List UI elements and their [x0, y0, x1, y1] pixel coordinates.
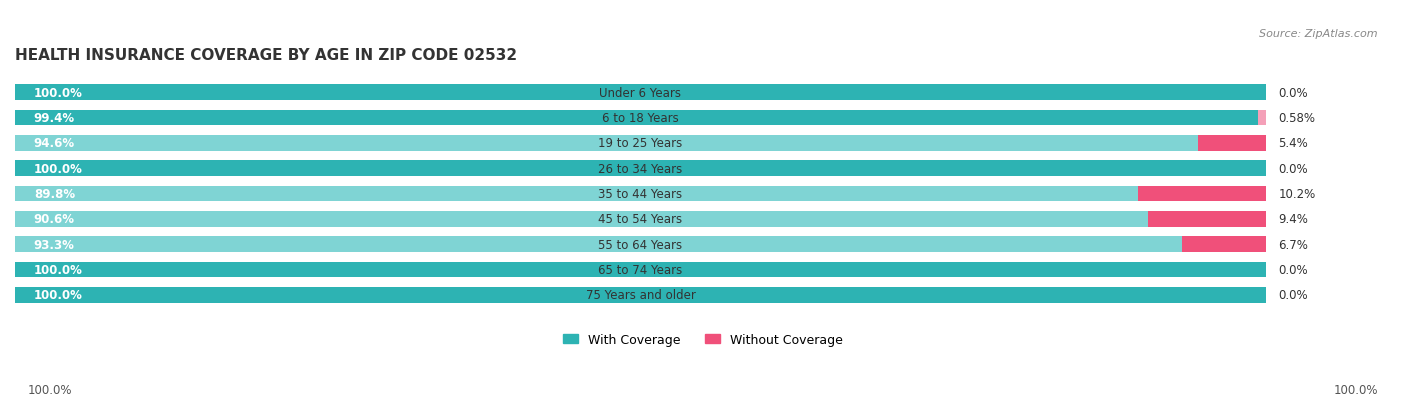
Bar — [15, 211, 1265, 227]
Text: 5.4%: 5.4% — [1278, 137, 1308, 150]
Text: 94.6%: 94.6% — [34, 137, 75, 150]
Bar — [1139, 186, 1265, 202]
Text: Under 6 Years: Under 6 Years — [599, 86, 682, 99]
Text: 100.0%: 100.0% — [34, 263, 83, 276]
Text: 10.2%: 10.2% — [1278, 188, 1316, 200]
Bar — [1182, 237, 1265, 252]
Text: 100.0%: 100.0% — [34, 162, 83, 175]
Bar — [15, 161, 1265, 176]
Text: 65 to 74 Years: 65 to 74 Years — [599, 263, 682, 276]
Text: 0.58%: 0.58% — [1278, 112, 1315, 125]
Text: 100.0%: 100.0% — [1333, 384, 1378, 396]
Bar — [15, 85, 1265, 101]
Bar — [15, 85, 1265, 101]
Text: 89.8%: 89.8% — [34, 188, 75, 200]
Text: 100.0%: 100.0% — [28, 384, 73, 396]
Text: 99.4%: 99.4% — [34, 112, 75, 125]
Bar — [1258, 110, 1265, 126]
Text: 6.7%: 6.7% — [1278, 238, 1309, 251]
Text: 93.3%: 93.3% — [34, 238, 75, 251]
Bar — [15, 211, 1149, 227]
Bar — [15, 262, 1265, 278]
Text: 0.0%: 0.0% — [1278, 263, 1308, 276]
Text: 0.0%: 0.0% — [1278, 162, 1308, 175]
Text: 100.0%: 100.0% — [34, 289, 83, 301]
Text: 100.0%: 100.0% — [34, 86, 83, 99]
Bar — [15, 237, 1182, 252]
Bar — [15, 186, 1265, 202]
Bar — [1149, 211, 1265, 227]
Bar — [15, 262, 1265, 278]
Bar — [15, 161, 1265, 176]
Text: 19 to 25 Years: 19 to 25 Years — [599, 137, 682, 150]
Text: 6 to 18 Years: 6 to 18 Years — [602, 112, 679, 125]
Bar — [15, 110, 1265, 126]
Text: 0.0%: 0.0% — [1278, 289, 1308, 301]
Legend: With Coverage, Without Coverage: With Coverage, Without Coverage — [558, 328, 848, 351]
Text: 45 to 54 Years: 45 to 54 Years — [599, 213, 682, 225]
Bar — [15, 287, 1265, 303]
Bar — [1198, 135, 1265, 151]
Bar — [15, 186, 1139, 202]
Text: HEALTH INSURANCE COVERAGE BY AGE IN ZIP CODE 02532: HEALTH INSURANCE COVERAGE BY AGE IN ZIP … — [15, 48, 517, 63]
Text: 0.0%: 0.0% — [1278, 86, 1308, 99]
Text: 26 to 34 Years: 26 to 34 Years — [599, 162, 682, 175]
Text: 35 to 44 Years: 35 to 44 Years — [599, 188, 682, 200]
Text: 9.4%: 9.4% — [1278, 213, 1309, 225]
Text: 90.6%: 90.6% — [34, 213, 75, 225]
Bar — [15, 287, 1265, 303]
Text: Source: ZipAtlas.com: Source: ZipAtlas.com — [1260, 29, 1378, 39]
Bar — [15, 110, 1258, 126]
Bar — [15, 135, 1198, 151]
Text: 55 to 64 Years: 55 to 64 Years — [599, 238, 682, 251]
Text: 75 Years and older: 75 Years and older — [585, 289, 696, 301]
Bar — [15, 237, 1265, 252]
Bar — [15, 135, 1265, 151]
